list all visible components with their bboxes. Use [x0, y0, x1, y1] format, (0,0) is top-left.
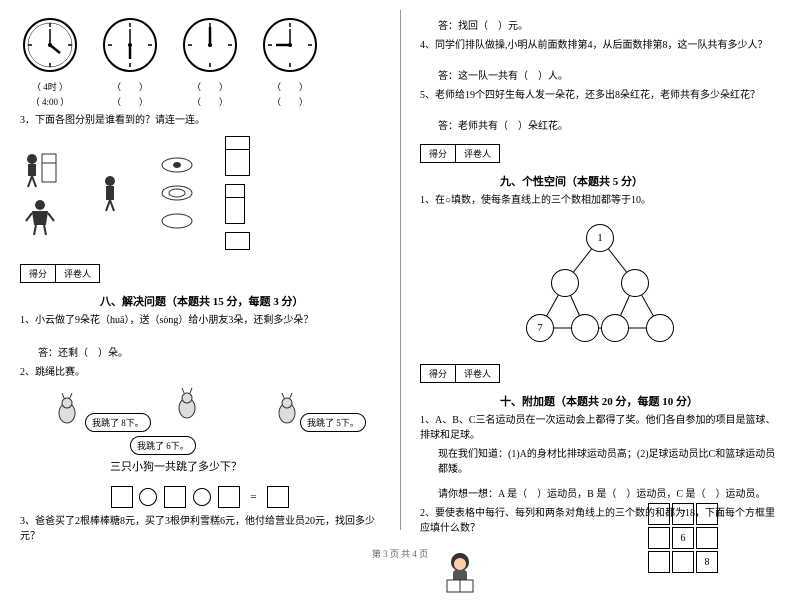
- score-box-8: 得分 评卷人: [20, 264, 100, 283]
- score-box-10: 得分 评卷人: [420, 364, 500, 383]
- clock-2: （ ） （ ）: [100, 15, 160, 108]
- matching-diagram: [20, 136, 380, 250]
- equation-boxes: =: [20, 486, 380, 508]
- section-9-title: 九、个性空间（本题共 5 分）: [500, 173, 780, 189]
- section-10-title: 十、附加题（本题共 20 分，每题 10 分）: [500, 393, 780, 409]
- grid-cell: 7: [672, 503, 694, 525]
- pyramid-node[interactable]: [646, 314, 674, 342]
- grid-cell[interactable]: [696, 503, 718, 525]
- question-10-1b: 现在我们知道：(1)A的身材比排球运动员高；(2)足球运动员比C和篮球运动员都矮…: [438, 447, 780, 477]
- answer-8-1: 答：还剩（ ）朵。: [38, 346, 380, 361]
- grid-cell[interactable]: [648, 503, 670, 525]
- question-8-1: 1、小云做了9朵花（huā），送（sòng）给小朋友3朵，还剩多少朵？: [20, 313, 380, 328]
- score-label: 得分: [21, 265, 56, 282]
- right-column: 答：找回（ ）元。 4、同学们排队做操,小明从前面数排第4，从后面数排第8，这一…: [400, 0, 800, 540]
- person-side-icon: [90, 173, 130, 213]
- clock-label-1: （ 4时 ）: [20, 80, 80, 93]
- pyramid-node-left: 7: [526, 314, 554, 342]
- pyramid-node[interactable]: [571, 314, 599, 342]
- bunny-icon: [50, 393, 85, 428]
- score-label: 得分: [421, 145, 456, 162]
- view-top2-icon: [160, 183, 195, 203]
- page-footer: 第 3 页 共 4 页: [0, 547, 800, 560]
- question-9-1: 1、在○填数，使每条直线上的三个数相加都等于10。: [420, 193, 780, 208]
- grader-label: 评卷人: [456, 365, 499, 382]
- clock-label-2b: （ ）: [100, 95, 160, 108]
- equation-box[interactable]: [164, 486, 186, 508]
- clock-label-1b: （ 4:00 ）: [20, 95, 80, 108]
- bunny-icon: [170, 388, 205, 423]
- equation-operator[interactable]: [139, 488, 157, 506]
- equation-box[interactable]: [111, 486, 133, 508]
- clock-icon: [180, 15, 240, 75]
- clock-label-2: （ ）: [100, 80, 160, 93]
- equation-operator[interactable]: [193, 488, 211, 506]
- clock-1: （ 4时 ） （ 4:00 ）: [20, 15, 80, 108]
- grader-label: 评卷人: [456, 145, 499, 162]
- clocks-row: （ 4时 ） （ 4:00 ） （ ） （ ）: [20, 15, 380, 108]
- jump-rope-scene: 我跳了 8下。 我跳了 5下。 我跳了 6下。 三只小狗一共跳了多少下？: [20, 388, 380, 478]
- question-10-1c: 请你想一想：A 是（ ）运动员，B 是（ ）运动员，C 是（ ）运动员。: [438, 487, 780, 502]
- answer-5: 答：老师共有（ ）朵红花。: [438, 119, 780, 134]
- speech-bubble-3: 我跳了 6下。: [130, 436, 196, 455]
- question-8-3: 3、爸爸买了2根棒棒糖8元，买了3根伊利雪糕6元，他付给营业员20元，找回多少元…: [20, 514, 380, 544]
- speech-bubble-1: 我跳了 8下。: [85, 413, 151, 432]
- person-front-icon: [20, 197, 60, 237]
- clock-label-4b: （ ）: [260, 95, 320, 108]
- grid-cell[interactable]: [648, 527, 670, 549]
- fridge-top-icon: [225, 232, 250, 250]
- pyramid-node[interactable]: [601, 314, 629, 342]
- speech-bubble-2: 我跳了 5下。: [300, 413, 366, 432]
- fridge-front-icon: [225, 136, 250, 176]
- grid-cell[interactable]: [696, 527, 718, 549]
- question-10-2: 2、要使表格中每行、每列和两条对角线上的三个数的和都为18，下面每个方框里应填什…: [420, 506, 780, 536]
- jump-question: 三只小狗一共跳了多少下？: [110, 458, 242, 474]
- left-column: （ 4时 ） （ 4:00 ） （ ） （ ）: [0, 0, 400, 540]
- pyramid-node[interactable]: [621, 269, 649, 297]
- equation-box[interactable]: [267, 486, 289, 508]
- score-label: 得分: [421, 365, 456, 382]
- clock-label-3: （ ）: [180, 80, 240, 93]
- question-3: 3．下面各图分别是谁看到的？请连一连。: [20, 113, 380, 128]
- question-5: 5、老师给19个四好生每人发一朵花，还多出8朵红花，老师共有多少朵红花？: [420, 88, 780, 103]
- clock-icon: [260, 15, 320, 75]
- clock-4: （ ） （ ）: [260, 15, 320, 108]
- fridge-side-icon: [225, 184, 245, 224]
- view-top3-icon: [160, 211, 195, 231]
- clock-icon: [20, 15, 80, 75]
- person-looking-icon: [20, 149, 60, 189]
- question-8-2: 2、跳绳比赛。: [20, 365, 380, 380]
- number-pyramid: 1 7: [520, 218, 680, 348]
- clock-icon: [100, 15, 160, 75]
- equation-box[interactable]: [218, 486, 240, 508]
- pyramid-node-top: 1: [586, 224, 614, 252]
- clock-3: （ ） （ ）: [180, 15, 240, 108]
- view-top-icon: [160, 155, 195, 175]
- clock-label-3b: （ ）: [180, 95, 240, 108]
- answer-4: 答：这一队一共有（ ）人。: [438, 69, 780, 84]
- section-8-title: 八、解决问题（本题共 15 分，每题 3 分）: [100, 293, 380, 309]
- clock-label-4: （ ）: [260, 80, 320, 93]
- question-10-1a: 1、A、B、C三名运动员在一次运动会上都得了奖。他们各自参加的项目是篮球、排球和…: [420, 413, 780, 443]
- answer-8-3: 答：找回（ ）元。: [438, 19, 780, 34]
- score-box-9: 得分 评卷人: [420, 144, 500, 163]
- question-4: 4、同学们排队做操,小明从前面数排第4，从后面数排第8，这一队共有多少人？: [420, 38, 780, 53]
- grader-label: 评卷人: [56, 265, 99, 282]
- grid-cell: 6: [672, 527, 694, 549]
- magic-square-grid: 7 6 8: [646, 501, 720, 575]
- pyramid-node[interactable]: [551, 269, 579, 297]
